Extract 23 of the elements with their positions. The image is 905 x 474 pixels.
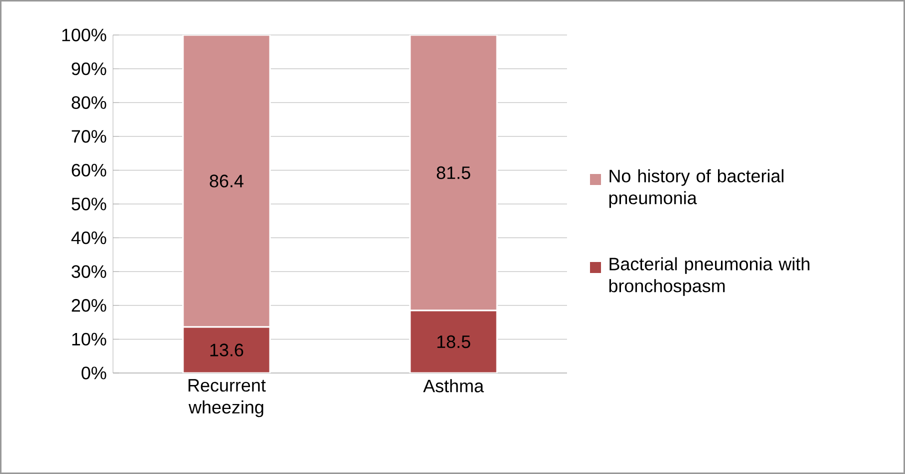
bar: [182, 34, 271, 328]
y-tick-label: 30%: [72, 265, 106, 278]
x-tick-label: Asthma: [423, 379, 484, 392]
y-tick-label: 100%: [62, 28, 106, 42]
y-tick-label: 80%: [72, 96, 106, 109]
y-tick-label: 90%: [72, 62, 106, 76]
data-label: 18.5: [437, 335, 470, 348]
data-label: 81.5: [436, 166, 470, 180]
data-label: 13.6: [210, 344, 244, 356]
y-tick-label: 10%: [72, 332, 106, 346]
legend-label: No history of bacterial pneumonia: [609, 169, 784, 208]
y-tick-label: 60%: [72, 164, 106, 177]
legend-label: Bacterial pneumonia with bronchospasm: [609, 257, 810, 296]
data-label: 86.4: [210, 174, 244, 188]
y-tick-label: 70%: [72, 130, 106, 143]
x-tick-label: Recurrent wheezing: [188, 379, 266, 418]
bar: [182, 326, 271, 373]
y-tick-label: 40%: [71, 231, 106, 244]
y-tick-label: 0%: [82, 366, 106, 380]
bar: [409, 310, 498, 373]
bar: [409, 34, 498, 312]
y-tick-label: 50%: [72, 198, 106, 210]
y-tick-label: 20%: [72, 299, 106, 312]
